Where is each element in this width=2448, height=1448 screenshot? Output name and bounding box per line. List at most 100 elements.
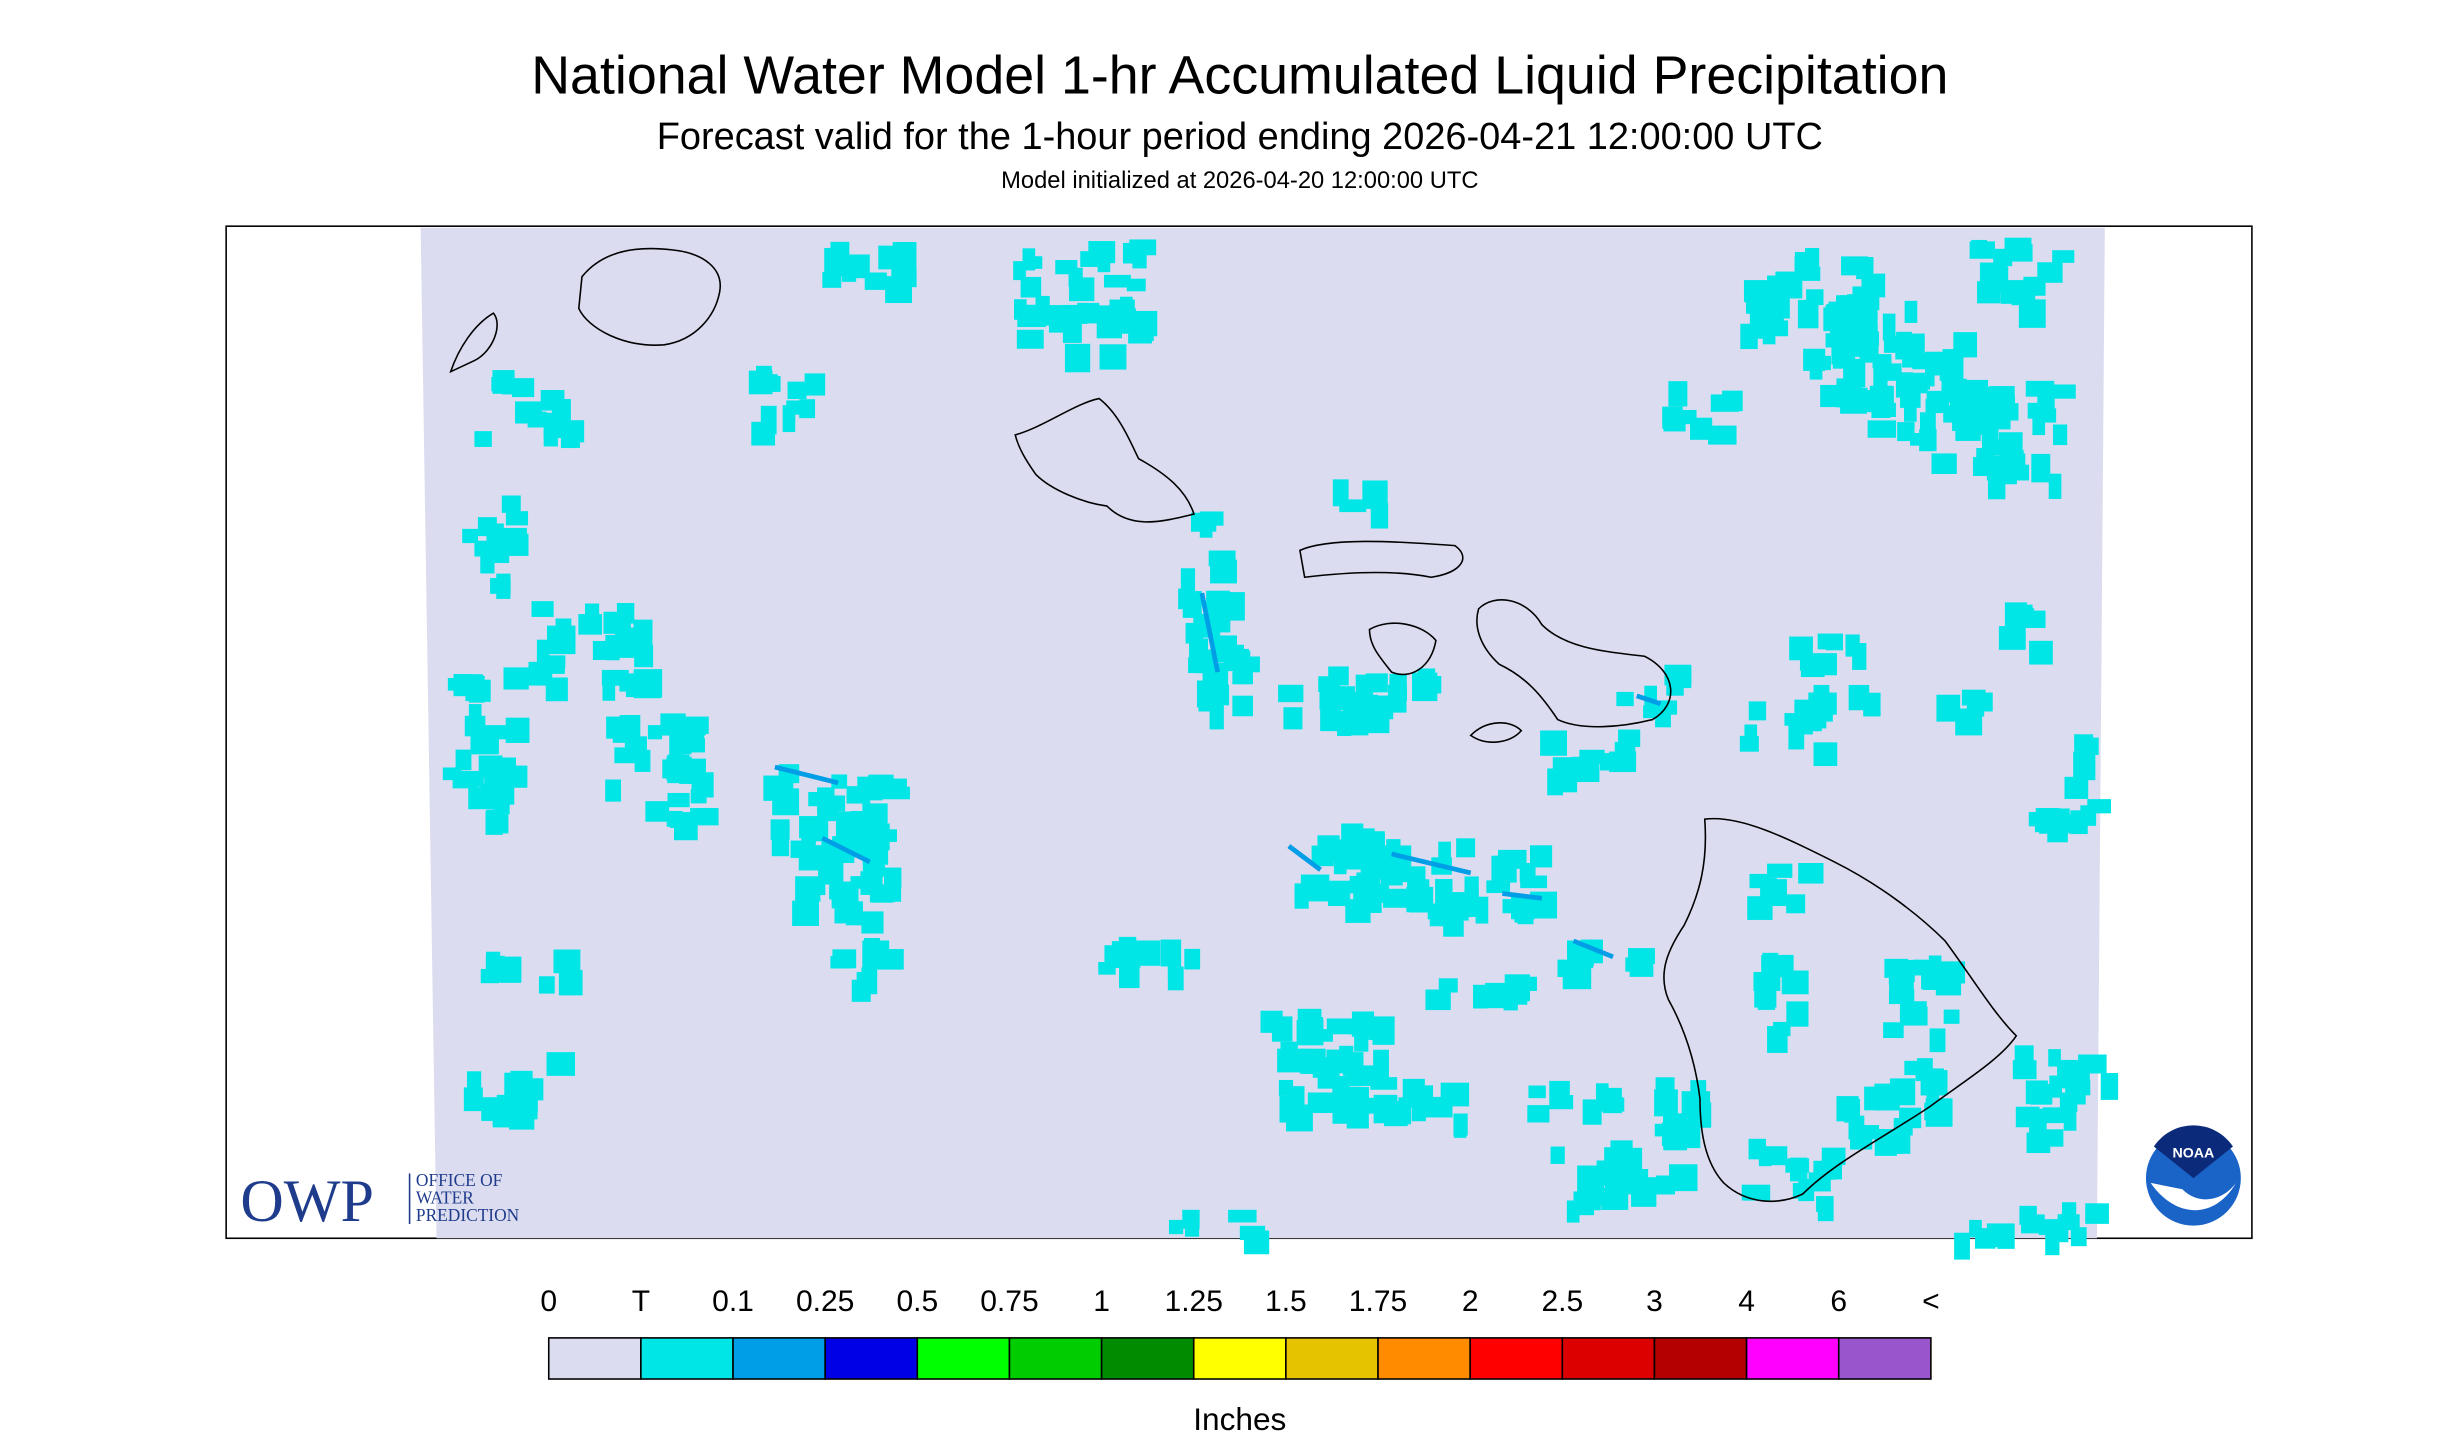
precip-cell: [2100, 1073, 2119, 1100]
precip-cell: [614, 747, 635, 764]
precip-cell: [831, 774, 848, 789]
precip-cell: [1877, 390, 1892, 405]
precip-cell: [1199, 521, 1213, 538]
init-time: Model initialized at 2026-04-20 12:00:00…: [1001, 168, 1478, 194]
precip-cell: [1863, 692, 1881, 717]
precip-cell: [1209, 704, 1224, 730]
precip-cell: [496, 573, 511, 599]
precip-streak: [1502, 891, 1543, 901]
precip-cell: [1370, 503, 1389, 529]
precip-cell: [505, 717, 530, 743]
lanai: [1368, 622, 1437, 676]
legend-swatch: [1837, 1337, 1932, 1380]
precip-cell: [1882, 363, 1902, 381]
precip-cell: [1440, 1082, 1470, 1107]
precip-cell: [1232, 695, 1253, 717]
legend-label: 2: [1462, 1285, 1479, 1318]
precip-cell: [1784, 713, 1801, 726]
precip-cell: [869, 889, 896, 903]
precip-cell: [547, 625, 576, 655]
precip-cell: [1339, 499, 1367, 513]
precip-cell: [1128, 318, 1152, 344]
precip-cell: [881, 786, 910, 800]
precip-cell: [884, 867, 902, 889]
precip-cell: [1285, 1104, 1313, 1132]
precip-cell: [1080, 251, 1103, 267]
precip-cell: [857, 776, 883, 801]
precip-cell: [2052, 250, 2075, 263]
precip-cell: [1999, 449, 2024, 471]
precip-cell: [786, 400, 814, 415]
precip-cell: [1663, 417, 1686, 432]
precip-cell: [1803, 348, 1826, 371]
precip-cell: [1322, 682, 1341, 706]
precip-cell: [1064, 343, 1091, 373]
precip-cell: [1794, 699, 1817, 716]
precip-cell: [560, 430, 580, 449]
precip-cell: [1904, 300, 1918, 323]
precip-cell: [1412, 672, 1438, 702]
precip-cell: [1883, 1022, 1904, 1039]
precip-cell: [1485, 982, 1509, 1009]
precip-cell: [1550, 1146, 1565, 1164]
precip-cell: [1998, 626, 2026, 650]
legend-label: 3: [1646, 1285, 1663, 1318]
legend-label: <: [1922, 1285, 1940, 1318]
precip-cell: [1062, 304, 1088, 324]
precip-cell: [1740, 323, 1758, 350]
legend-label: 4: [1738, 1285, 1755, 1318]
legend-label: 1.25: [1165, 1285, 1223, 1318]
precip-cell: [1825, 634, 1843, 651]
precip-cell: [1987, 266, 2009, 294]
precip-cell: [1609, 751, 1637, 773]
precip-cell: [1669, 1164, 1698, 1192]
precip-cell: [2012, 1060, 2037, 1080]
precip-cell: [1530, 845, 1553, 868]
precip-cell: [2055, 808, 2070, 825]
precip-cell: [1133, 940, 1161, 966]
precip-cell: [2039, 810, 2059, 834]
precip-cell: [1841, 256, 1868, 276]
precip-cell: [1904, 404, 1917, 422]
precip-cell: [2020, 610, 2046, 629]
precip-cell: [2073, 751, 2096, 781]
precip-cell: [1826, 1152, 1843, 1180]
precip-cell: [824, 248, 845, 277]
precip-cell: [1373, 1049, 1389, 1079]
legend-label: 6: [1830, 1285, 1847, 1318]
precip-cell: [1654, 1123, 1681, 1137]
owp-line: PREDICTION: [416, 1206, 520, 1225]
precip-cell: [2032, 412, 2046, 436]
precip-cell: [474, 431, 492, 447]
precip-cell: [1573, 1191, 1595, 1216]
legend-label: 0.25: [796, 1285, 854, 1318]
precip-cell: [1407, 879, 1430, 905]
precip-cell: [1600, 753, 1613, 771]
legend-unit: Inches: [1193, 1401, 1286, 1437]
precip-cell: [1673, 665, 1692, 689]
precip-cell: [662, 759, 683, 779]
precip-cell: [2070, 1227, 2087, 1247]
legend-label: 1.75: [1349, 1285, 1407, 1318]
precip-cell: [1228, 1209, 1257, 1223]
precip-cell: [486, 523, 504, 543]
legend-label: 2.5: [1541, 1285, 1583, 1318]
precip-cell: [2052, 424, 2068, 446]
precip-cell: [2045, 1231, 2060, 1256]
legend-swatch: [1285, 1337, 1379, 1380]
precip-cell: [798, 851, 821, 871]
precip-cell: [1708, 425, 1737, 445]
precip-cell: [677, 730, 692, 755]
precip-cell: [492, 1105, 515, 1128]
precip-cell: [1820, 384, 1838, 408]
precip-cell: [496, 1094, 516, 1108]
precip-cell: [612, 717, 626, 743]
precip-cell: [1884, 958, 1909, 978]
precip-cell: [1604, 1167, 1618, 1190]
precip-cell: [1864, 1086, 1885, 1111]
noaa-logo: NOAA: [2145, 1125, 2241, 1226]
precip-cell: [505, 511, 529, 526]
precip-cell: [2085, 1203, 2109, 1224]
